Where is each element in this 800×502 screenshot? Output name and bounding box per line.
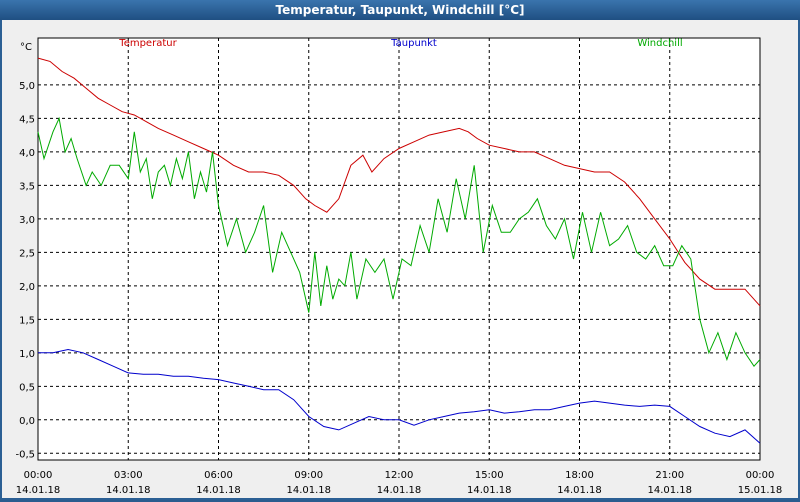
x-tick-date-label: 14.01.18 bbox=[106, 485, 151, 496]
legend-taupunkt: Taupunkt bbox=[390, 38, 437, 49]
x-tick-time-label: 09:00 bbox=[294, 470, 323, 481]
legend-temperatur: Temperatur bbox=[118, 38, 177, 49]
series-line-temperatur bbox=[37, 57, 761, 307]
y-tick-label: 2,5 bbox=[19, 248, 35, 259]
x-tick-date-label: 14.01.18 bbox=[557, 485, 602, 496]
x-tick-time-label: 00:00 bbox=[746, 470, 775, 481]
x-tick-time-label: 15:00 bbox=[475, 470, 504, 481]
x-tick-time-label: 21:00 bbox=[655, 470, 684, 481]
x-tick-time-label: 03:00 bbox=[114, 470, 143, 481]
y-tick-label: 3,0 bbox=[19, 215, 35, 226]
chart-panel: -0,5 0,0 0,5 1,0 1,5 2,0 2,5 3,0 3,5 4,0 4,5 5,0 °C 0… bbox=[2, 20, 798, 498]
x-tick-time-label: 06:00 bbox=[204, 470, 233, 481]
y-tick-label: 0,0 bbox=[19, 416, 35, 427]
y-tick-label: 1,5 bbox=[19, 315, 35, 326]
y-tick-label: 4,5 bbox=[19, 114, 35, 125]
x-tick-date-label: 14.01.18 bbox=[286, 485, 331, 496]
legend-windchill: Windchill bbox=[637, 38, 682, 49]
x-tick-time-label: 00:00 bbox=[24, 470, 53, 481]
y-tick-label: 0,5 bbox=[19, 382, 35, 393]
y-tick-label: -0,5 bbox=[15, 449, 35, 460]
x-tick-time-label: 12:00 bbox=[385, 470, 414, 481]
y-tick-label: 5,0 bbox=[19, 81, 35, 92]
window-title: Temperatur, Taupunkt, Windchill [°C] bbox=[0, 0, 800, 20]
x-tick-date-label: 14.01.18 bbox=[467, 485, 512, 496]
x-tick-date-label: 15.01.18 bbox=[738, 485, 783, 496]
x-tick-time-label: 18:00 bbox=[565, 470, 594, 481]
x-tick-date-label: 14.01.18 bbox=[377, 485, 422, 496]
series-line-windchill bbox=[37, 116, 761, 368]
y-tick-label: 3,5 bbox=[19, 181, 35, 192]
x-tick-date-label: 14.01.18 bbox=[647, 485, 692, 496]
y-tick-label: 2,0 bbox=[19, 282, 35, 293]
y-tick-label: 4,0 bbox=[19, 148, 35, 159]
x-tick-date-label: 14.01.18 bbox=[196, 485, 241, 496]
x-tick-date-label: 14.01.18 bbox=[16, 485, 61, 496]
series-line-taupunkt bbox=[38, 348, 761, 444]
y-axis-unit-label: °C bbox=[20, 42, 32, 53]
y-tick-label: 1,0 bbox=[19, 349, 35, 360]
chart-svg: -0,5 0,0 0,5 1,0 1,5 2,0 2,5 3,0 3,5 4,0 4,5 5,0 °C 0… bbox=[15, 37, 783, 496]
